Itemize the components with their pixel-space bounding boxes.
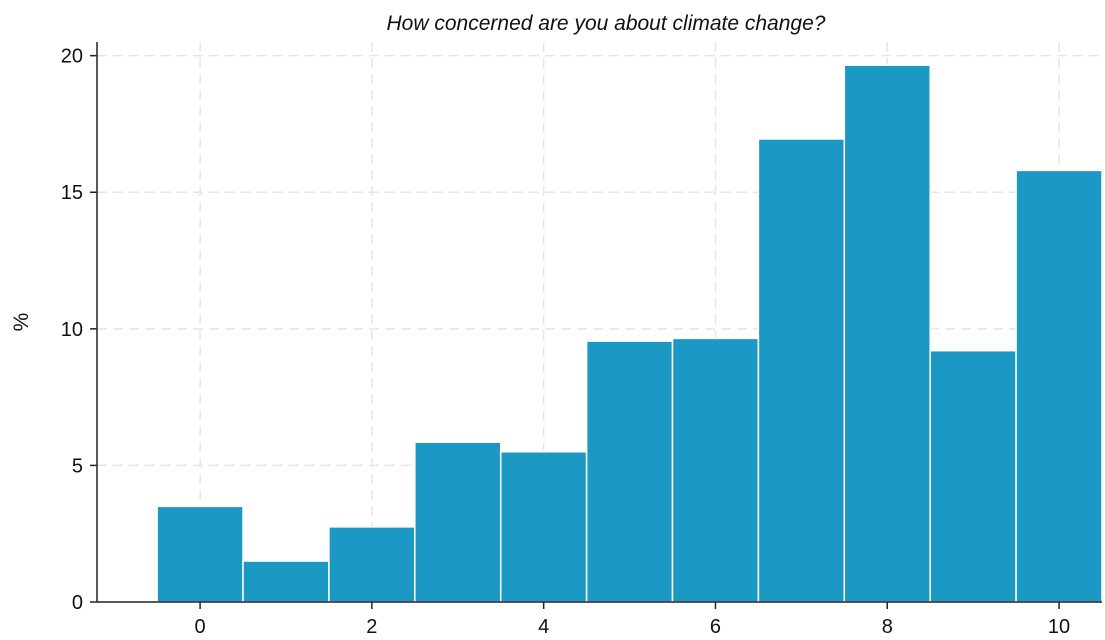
- x-tick-label: 0: [195, 616, 206, 638]
- x-tick-label: 6: [710, 616, 721, 638]
- y-tick-label: 0: [72, 592, 83, 614]
- x-tick-label: 8: [882, 616, 893, 638]
- x-tick-label: 10: [1048, 616, 1070, 638]
- bar-5: [585, 340, 674, 603]
- bar-7: [757, 138, 846, 603]
- x-tick-label: 2: [366, 616, 377, 638]
- y-tick-label: 20: [61, 46, 83, 68]
- bar-1: [242, 560, 330, 603]
- ticks-layer: 0 5 10 15 20 0 2 4 6 8 10: [61, 46, 1070, 638]
- bar-10: [1015, 169, 1103, 603]
- bars-layer: [156, 64, 1103, 603]
- axes-layer: [96, 42, 1102, 603]
- bar-4: [499, 451, 588, 603]
- y-tick-label: 5: [72, 455, 83, 477]
- chart-title: How concerned are you about climate chan…: [387, 12, 826, 35]
- bar-8: [843, 64, 931, 603]
- bar-3: [414, 441, 502, 603]
- bar-6: [671, 337, 760, 603]
- y-tick-label: 15: [61, 182, 83, 204]
- y-tick-label: 10: [61, 319, 83, 341]
- x-tick-label: 4: [538, 616, 549, 638]
- bar-9: [929, 349, 1017, 603]
- bar-0: [156, 505, 244, 603]
- bar-2: [328, 526, 416, 603]
- y-axis-label: %: [10, 313, 33, 332]
